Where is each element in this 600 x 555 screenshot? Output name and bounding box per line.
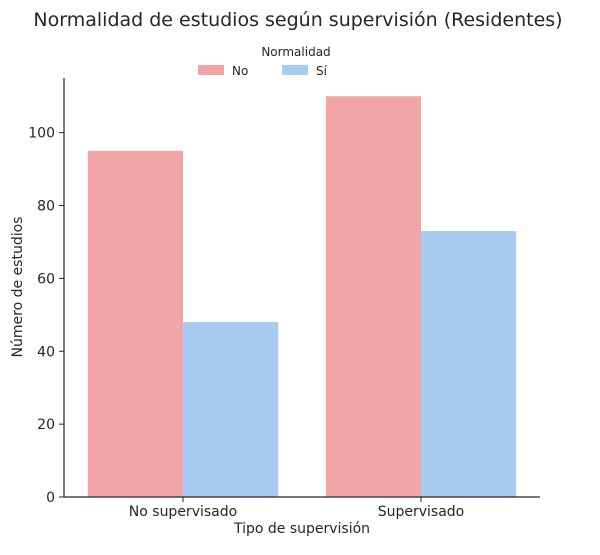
y-axis-label: Número de estudios xyxy=(10,217,26,358)
y-tick-label: 20 xyxy=(37,417,55,433)
legend-swatch xyxy=(282,65,308,75)
y-tick-label: 60 xyxy=(37,271,55,287)
y-tick-label: 80 xyxy=(37,199,55,215)
legend: Normalidad No Sí xyxy=(198,45,331,78)
bar-no-supervisado-series-1 xyxy=(87,150,183,497)
chart-title: Normalidad de estudios según supervisión… xyxy=(33,9,562,31)
y-tick-label: 0 xyxy=(46,490,55,506)
x-axis: No supervisado Supervisado xyxy=(64,496,540,520)
y-tick-label: 100 xyxy=(28,126,55,142)
legend-label: Sí xyxy=(316,64,328,78)
x-tick-label: No supervisado xyxy=(129,504,237,520)
bar-supervisado-series-1 xyxy=(325,96,421,497)
bars-group xyxy=(87,96,517,497)
x-tick-label: Supervisado xyxy=(378,504,465,520)
y-axis: 0 20 40 60 80 100 xyxy=(28,78,65,506)
legend-title: Normalidad xyxy=(261,45,330,59)
y-tick-label: 40 xyxy=(37,344,55,360)
bar-supervisado-series-2 xyxy=(421,231,517,497)
legend-swatch xyxy=(198,65,224,75)
legend-label: No xyxy=(232,64,248,78)
x-axis-label: Tipo de supervisión xyxy=(233,521,370,537)
bar-no-supervisado-series-2 xyxy=(183,322,279,497)
